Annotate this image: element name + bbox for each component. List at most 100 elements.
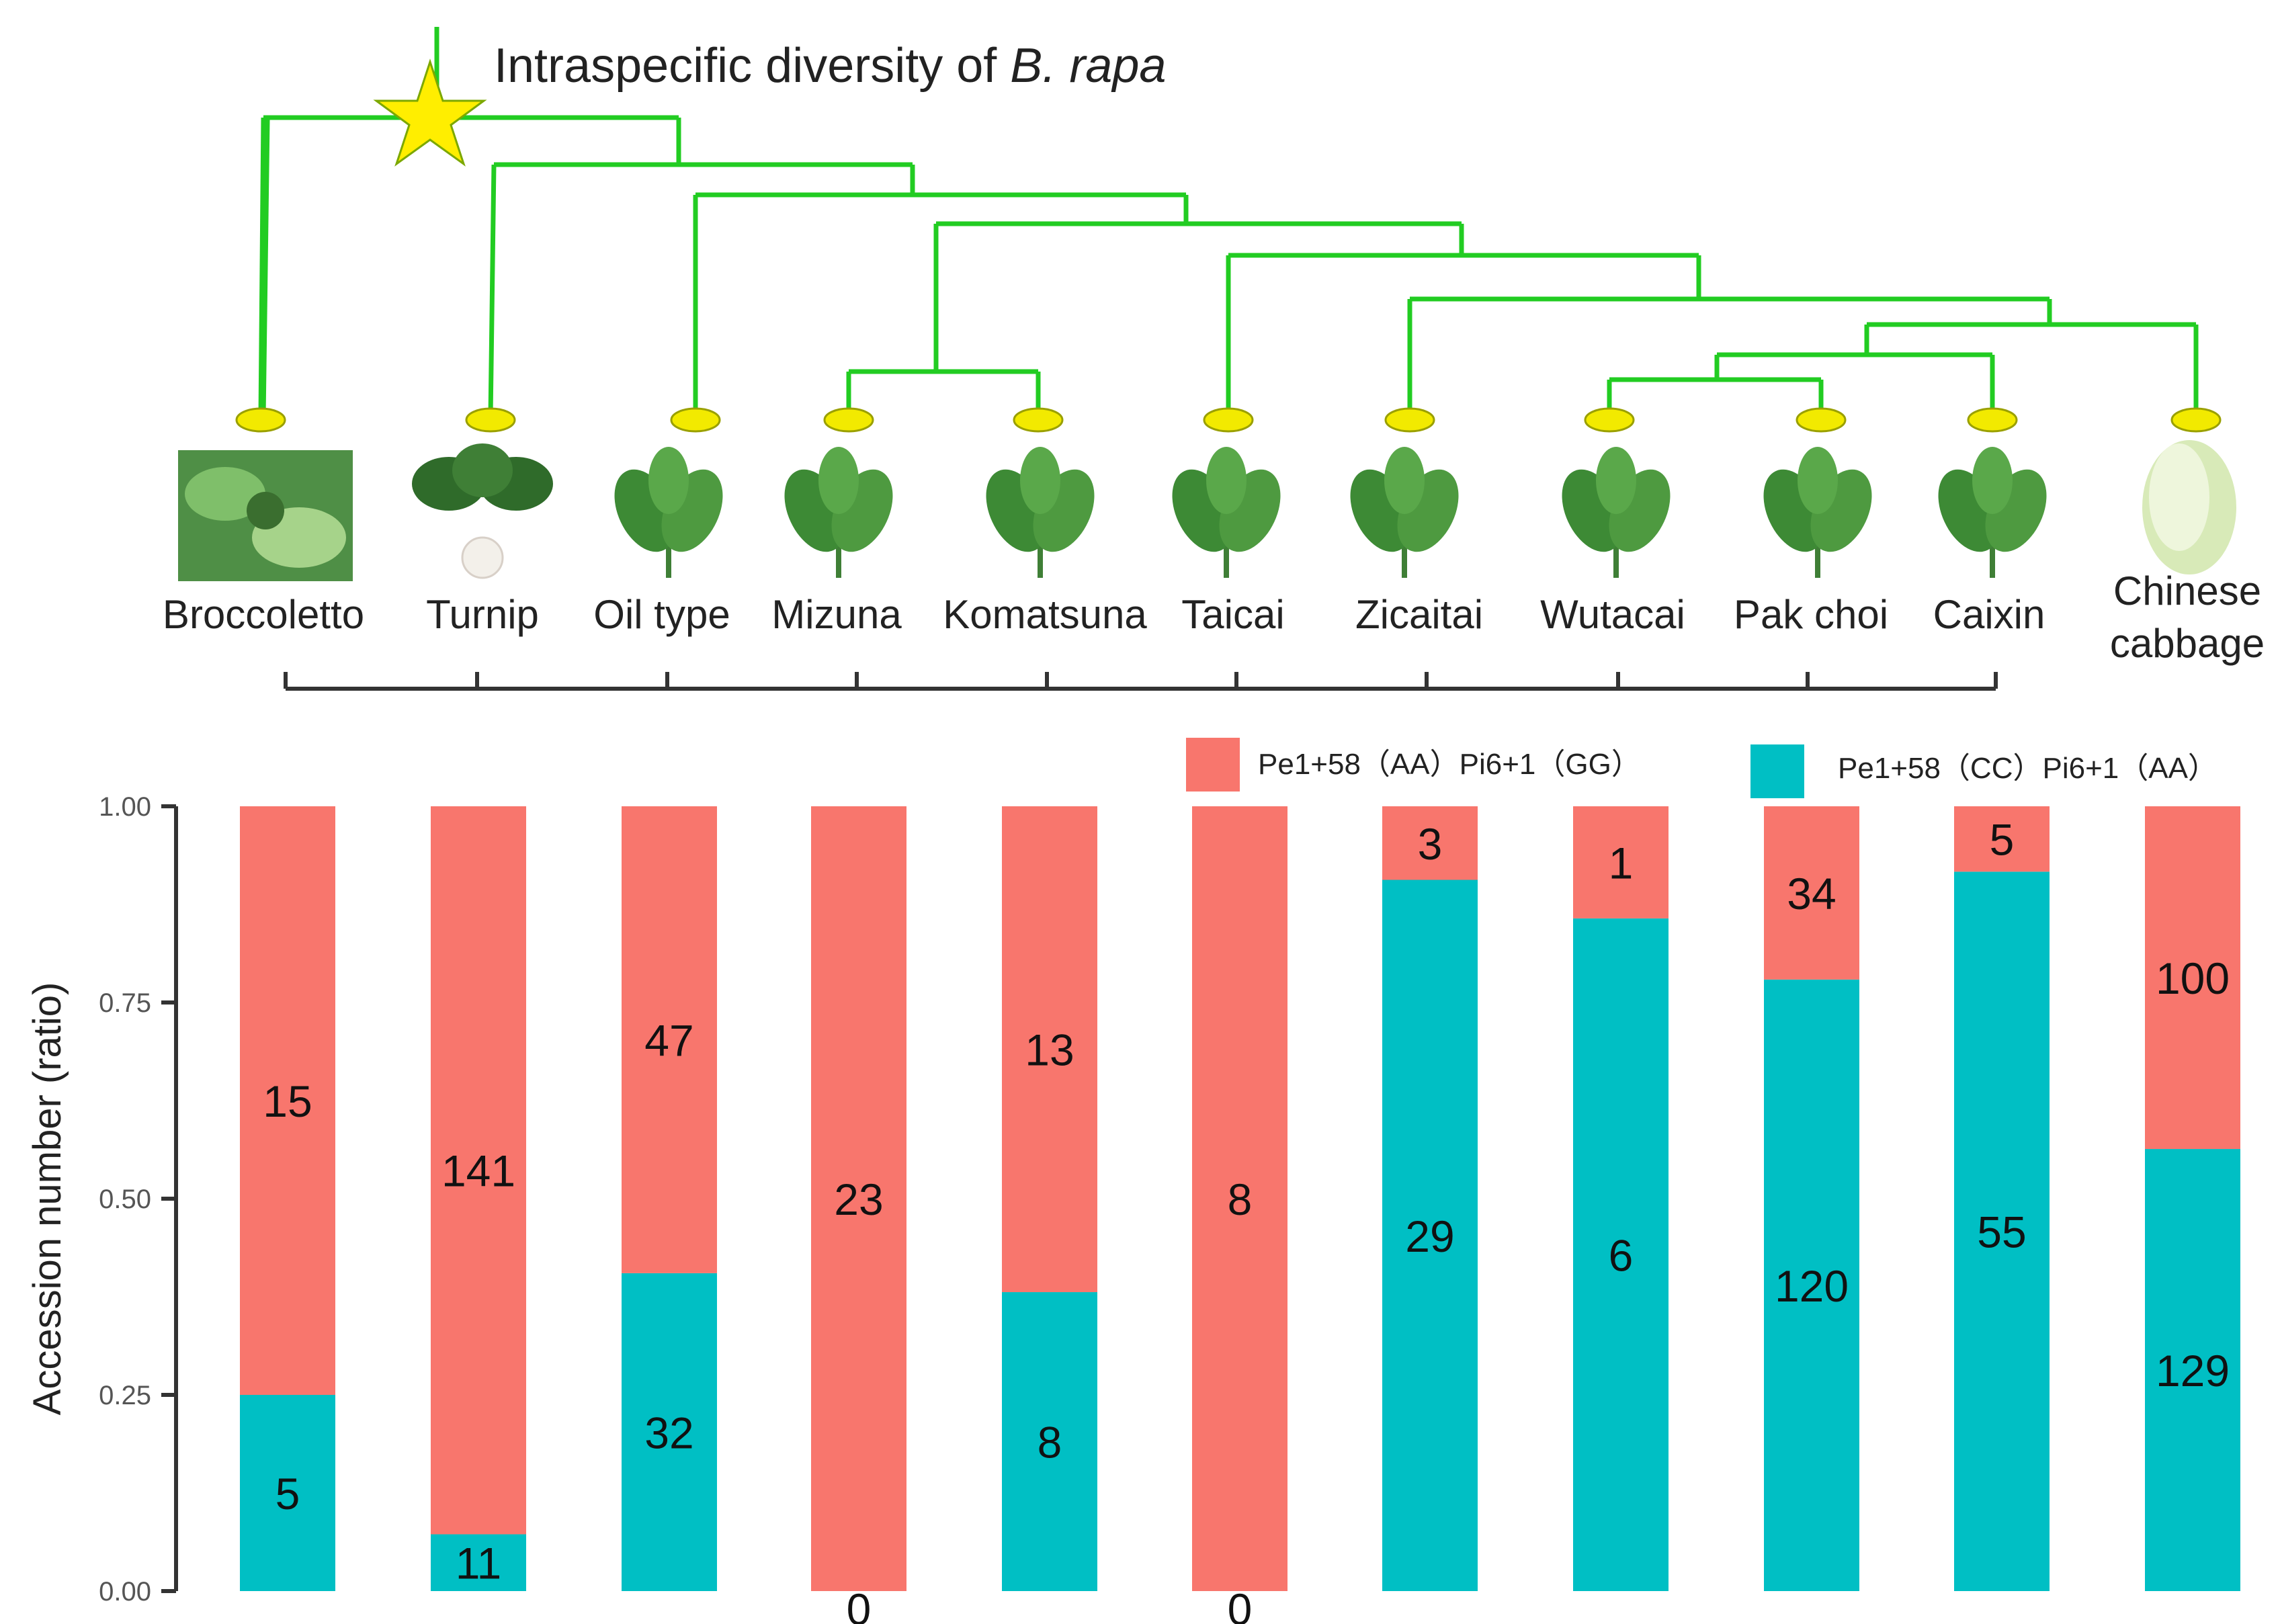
group-label: Taicai — [1181, 592, 1284, 637]
root-star-icon — [373, 58, 487, 167]
bar-red — [811, 806, 906, 1591]
bar-teal — [1764, 979, 1859, 1591]
group-label: Mizuna — [771, 592, 902, 637]
bar-teal — [1954, 871, 2050, 1591]
tree-title-prefix: Intraspecific diversity of — [494, 39, 1010, 93]
tree-leaf-node — [1384, 407, 1435, 433]
bar-label-teal: 32 — [644, 1408, 693, 1457]
bar-red — [1382, 806, 1478, 880]
bar-label-red: 100 — [2156, 953, 2230, 1003]
group-label: cabbage — [2110, 621, 2265, 666]
oil-type-plant-icon — [614, 447, 723, 578]
legend-swatch-teal — [1750, 744, 1804, 798]
bar-teal — [1382, 880, 1478, 1591]
y-tick-label: 1.00 — [99, 792, 151, 822]
group-labels: Broccoletto Turnip Oil type Mizuna Komatsuna… — [163, 568, 2265, 666]
bar-red — [240, 806, 335, 1395]
pak-choi-plant-icon — [1763, 447, 1872, 578]
group-label: Wutacai — [1540, 592, 1685, 637]
tree-branch — [261, 119, 270, 417]
bar-label-red: 23 — [834, 1174, 883, 1224]
y-tick-label: 0.75 — [99, 988, 151, 1018]
tree-leaf-node — [235, 407, 286, 433]
tree-leaf-node — [1584, 407, 1635, 433]
tree-branch — [258, 117, 266, 417]
bar-teal — [622, 1273, 717, 1591]
bar-label-red: 8 — [1228, 1174, 1253, 1224]
bar-label-teal: 11 — [456, 1539, 502, 1588]
zicaitai-plant-icon — [1350, 447, 1459, 578]
bar-label-red: 15 — [263, 1076, 312, 1126]
legend-swatch-red — [1186, 738, 1240, 792]
dendrogram — [235, 27, 2222, 433]
legend: Pe1+58（AA）Pi6+1（GG） Pe1+58（CC）Pi6+1（AA） — [1186, 738, 2218, 798]
y-tick-label: 0.00 — [99, 1577, 151, 1607]
tree-leaf-node — [1967, 407, 2018, 433]
taicai-plant-icon — [1172, 447, 1281, 578]
bar-label-red: 3 — [1418, 819, 1443, 869]
tree-leaf-node — [670, 407, 721, 433]
group-label: Oil type — [593, 592, 730, 637]
bar-teal — [1573, 918, 1669, 1591]
bar-label-red: 13 — [1025, 1025, 1074, 1075]
turnip-plant-icon — [412, 443, 553, 579]
broccoletto-plant-icon — [178, 450, 353, 581]
bar-label-teal: 6 — [1609, 1230, 1634, 1280]
bar-red — [2145, 806, 2240, 1150]
bar-red — [431, 806, 526, 1535]
group-label: Komatsuna — [943, 592, 1147, 637]
group-label: Pak choi — [1734, 592, 1888, 637]
group-label: Chinese — [2113, 568, 2261, 613]
bar-teal — [431, 1534, 526, 1591]
tree-branch — [488, 164, 497, 417]
bar-red — [1764, 806, 1859, 980]
bar-red — [1573, 806, 1669, 918]
bar-teal — [240, 1395, 335, 1591]
bar-teal — [1002, 1292, 1097, 1591]
bar-label-red: 34 — [1787, 869, 1836, 918]
legend-label-teal: Pe1+58（CC）Pi6+1（AA） — [1838, 752, 2218, 785]
bars — [240, 806, 2240, 1591]
bar-red — [1192, 806, 1287, 1591]
tree-title: Intraspecific diversity of B. rapa — [494, 39, 1166, 93]
group-label: Turnip — [426, 592, 539, 637]
bar-label-red: 141 — [441, 1146, 515, 1196]
komatsuna-plant-icon — [986, 447, 1095, 578]
y-tick-label: 0.50 — [99, 1185, 151, 1214]
stacked-bar-chart: 0.00 0.25 0.50 0.75 1.00 Accession number (ra… — [26, 792, 2240, 1624]
bar-label-red: 47 — [644, 1015, 693, 1065]
bar-label-teal: 0 — [1228, 1584, 1253, 1624]
bar-label-red: 1 — [1609, 838, 1634, 888]
bar-red — [1002, 806, 1097, 1293]
bar-label-teal: 5 — [276, 1469, 300, 1519]
axes: 0.00 0.25 0.50 0.75 1.00 Accession number (ra… — [26, 792, 178, 1607]
bar-label-red: 5 — [1990, 815, 2015, 865]
chinese-cabbage-plant-icon — [2142, 440, 2236, 574]
wutacai-plant-icon — [1562, 447, 1671, 578]
group-label: Caixin — [1933, 592, 2045, 637]
tree-leaf-node — [465, 407, 516, 433]
bar-red — [1954, 806, 2050, 872]
bar-label-teal: 55 — [1977, 1207, 2026, 1257]
bar-label-teal: 29 — [1405, 1211, 1454, 1261]
tree-leaf-node — [1013, 407, 1064, 433]
y-tick-label: 0.25 — [99, 1381, 151, 1410]
bar-label-teal: 8 — [1038, 1418, 1062, 1467]
bar-teal — [2145, 1149, 2240, 1591]
caixin-plant-icon — [1938, 447, 2047, 578]
mizuna-plant-icon — [784, 447, 893, 578]
tree-title-italic: B. rapa — [1010, 39, 1166, 93]
tree-leaf-node — [1796, 407, 1847, 433]
tree-leaf-node — [2170, 407, 2222, 433]
tree-leaf-node — [823, 407, 874, 433]
bar-label-teal: 120 — [1775, 1261, 1849, 1311]
bar-label-teal: 129 — [2156, 1346, 2230, 1396]
group-label: Broccoletto — [163, 592, 364, 637]
group-label: Zicaitai — [1355, 592, 1483, 637]
plant-pictures — [178, 440, 2236, 581]
tree-leaf-node — [1203, 407, 1254, 433]
bar-label-teal: 0 — [847, 1584, 872, 1624]
bar-red — [622, 806, 717, 1273]
